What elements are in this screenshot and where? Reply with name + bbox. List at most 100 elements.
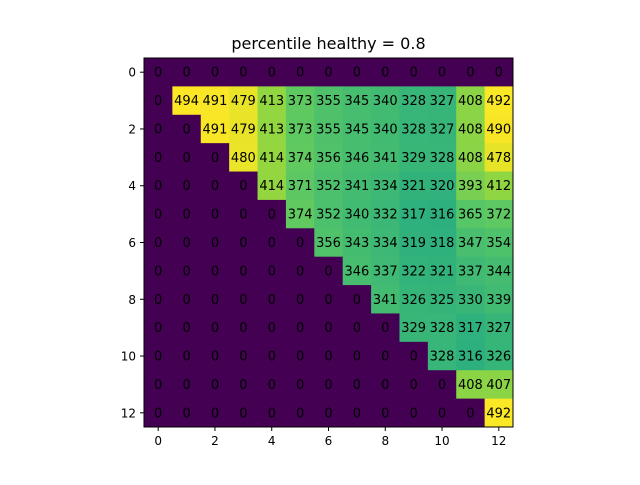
heatmap-cell bbox=[456, 58, 486, 87]
heatmap-cell bbox=[456, 143, 486, 173]
cell-value-label: 0 bbox=[154, 378, 162, 393]
cell-value-label: 0 bbox=[239, 406, 247, 421]
cell-value-label: 345 bbox=[344, 122, 369, 137]
y-tick-label: 2 bbox=[128, 122, 136, 136]
heatmap-cell bbox=[342, 114, 372, 144]
y-tick-label: 8 bbox=[128, 293, 136, 307]
cell-value-label: 0 bbox=[324, 350, 332, 365]
heatmap-cell bbox=[456, 114, 486, 144]
heatmap-cell bbox=[342, 370, 372, 400]
heatmap-cell bbox=[172, 341, 202, 371]
heatmap-cell bbox=[285, 114, 315, 144]
cell-value-label: 340 bbox=[344, 208, 369, 223]
heatmap-cell bbox=[285, 341, 315, 371]
heatmap-cell bbox=[342, 398, 372, 428]
heatmap-cell bbox=[229, 341, 259, 371]
cell-value-label: 373 bbox=[288, 122, 313, 137]
heatmap-cell bbox=[484, 228, 514, 258]
cell-value-label: 0 bbox=[182, 293, 190, 308]
heatmap-cell bbox=[456, 313, 486, 343]
cell-value-label: 0 bbox=[154, 406, 162, 421]
x-axis: 0 2 4 6 8 10 12 bbox=[154, 427, 506, 448]
y-tick-label: 4 bbox=[128, 179, 136, 193]
cell-value-label: 0 bbox=[182, 151, 190, 166]
heatmap-cell bbox=[314, 228, 344, 258]
heatmap-cell bbox=[371, 143, 400, 173]
heatmap-cell bbox=[456, 228, 486, 258]
heatmap-cell bbox=[172, 58, 202, 87]
heatmap-cell bbox=[399, 114, 429, 144]
heatmap-cell bbox=[342, 341, 372, 371]
cell-value-label: 0 bbox=[296, 350, 304, 365]
cell-value-label: 0 bbox=[296, 321, 304, 336]
heatmap-cell bbox=[200, 370, 230, 400]
cell-value-label: 334 bbox=[373, 236, 398, 251]
cell-value-label: 0 bbox=[239, 264, 247, 279]
cell-value-label: 341 bbox=[344, 179, 369, 194]
heatmap-cell bbox=[484, 370, 514, 400]
heatmap-cell bbox=[285, 370, 315, 400]
cell-value-label: 321 bbox=[401, 179, 426, 194]
cell-value-label: 0 bbox=[268, 321, 276, 336]
heatmap-cell bbox=[456, 86, 486, 116]
cell-value-label: 0 bbox=[182, 350, 190, 365]
heatmap-cell bbox=[200, 143, 230, 173]
heatmap-cell bbox=[484, 58, 514, 87]
heatmap-cell bbox=[172, 228, 202, 258]
heatmap-cell bbox=[427, 199, 457, 229]
heatmap-cell bbox=[399, 171, 429, 201]
heatmap-cell bbox=[456, 341, 486, 371]
cell-value-label: 346 bbox=[344, 151, 369, 166]
cell-value-label: 491 bbox=[203, 94, 228, 109]
heatmap-cell bbox=[427, 398, 457, 428]
cell-value-label: 0 bbox=[268, 378, 276, 393]
heatmap-cell bbox=[399, 398, 429, 428]
cell-value-label: 371 bbox=[288, 179, 313, 194]
cell-value-label: 337 bbox=[373, 264, 398, 279]
y-tick-label: 12 bbox=[121, 406, 136, 420]
heatmap-cell bbox=[342, 58, 372, 87]
cell-value-label: 0 bbox=[182, 179, 190, 194]
heatmap-cell bbox=[342, 228, 372, 258]
heatmap-cell bbox=[285, 256, 315, 286]
heatmap-cell bbox=[314, 370, 344, 400]
x-tick-label: 0 bbox=[154, 434, 162, 448]
cell-value-label: 0 bbox=[410, 66, 418, 81]
cell-value-label: 0 bbox=[410, 378, 418, 393]
cell-value-label: 328 bbox=[430, 350, 455, 365]
cell-value-label: 373 bbox=[288, 94, 313, 109]
cell-value-label: 0 bbox=[296, 236, 304, 251]
heatmap-cell bbox=[257, 313, 287, 343]
heatmap-cell bbox=[484, 86, 514, 116]
heatmap-cell bbox=[399, 228, 429, 258]
heatmap-cell bbox=[399, 86, 429, 116]
heatmap-cell bbox=[484, 398, 514, 428]
x-tick-label: 8 bbox=[381, 434, 389, 448]
cell-value-label: 478 bbox=[486, 151, 511, 166]
cell-value-label: 490 bbox=[486, 122, 511, 137]
heatmap-cell bbox=[427, 370, 457, 400]
cell-value-label: 339 bbox=[486, 293, 511, 308]
heatmap-cell bbox=[172, 370, 202, 400]
heatmap-cell bbox=[427, 58, 457, 87]
cell-value-label: 0 bbox=[182, 208, 190, 223]
cell-value-label: 328 bbox=[430, 321, 455, 336]
x-tick-label: 4 bbox=[268, 434, 276, 448]
cell-value-label: 0 bbox=[324, 321, 332, 336]
heatmap-cell bbox=[484, 341, 514, 371]
y-tick-label: 0 bbox=[128, 66, 136, 80]
heatmap-cell bbox=[144, 341, 173, 371]
heatmap-cell bbox=[427, 228, 457, 258]
cell-value-label: 0 bbox=[324, 264, 332, 279]
heatmap-cell bbox=[229, 199, 259, 229]
heatmap-cell bbox=[144, 398, 173, 428]
cell-value-label: 413 bbox=[259, 122, 284, 137]
cell-value-label: 0 bbox=[154, 179, 162, 194]
heatmap-cell bbox=[371, 256, 400, 286]
cell-value-label: 0 bbox=[211, 406, 219, 421]
cell-value-label: 492 bbox=[486, 406, 511, 421]
cell-value-label: 0 bbox=[353, 293, 361, 308]
heatmap-cell bbox=[399, 58, 429, 87]
heatmap-cell bbox=[172, 171, 202, 201]
